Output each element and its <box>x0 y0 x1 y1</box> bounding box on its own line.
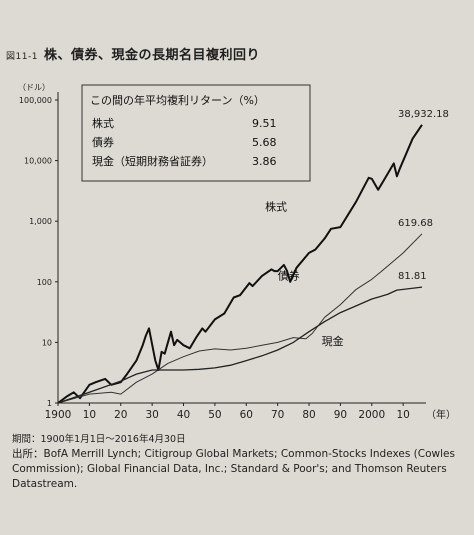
x-tick-label: 10 <box>396 409 409 421</box>
period-note: 期間：1900年1月1日～2016年4月30日 <box>12 434 186 445</box>
series-name-label: 株式 <box>265 200 287 214</box>
axes: 1 10 100 1,000 10,000 100,000 1900 10 20 30 40 50 60… <box>19 92 456 421</box>
x-tick-label: 80 <box>302 409 315 421</box>
legend-box: この間の年平均複利リターン（%） 株式 9.51 債券 5.68 現金（短期財務省証券） 3… <box>81 84 311 182</box>
x-axis-unit: （年） <box>426 408 456 421</box>
y-tick-label: 100 <box>37 278 52 287</box>
legend-row-label: 債券 <box>92 135 114 149</box>
series-line-1 <box>57 124 423 404</box>
figure-number: 図11-1 <box>6 52 38 62</box>
x-tick-label: 90 <box>334 409 347 421</box>
x-tick-label: 2000 <box>358 409 385 421</box>
x-tick-label: 30 <box>145 409 158 421</box>
series-end-label: 81.81 <box>398 271 427 282</box>
legend-title: この間の年平均複利リターン（%） <box>90 93 265 107</box>
legend-row-label: 現金（短期財務省証券） <box>92 154 213 168</box>
x-tick-label: 1900 <box>45 409 72 421</box>
y-tick-label: 10 <box>42 338 52 347</box>
line-chart: 1 10 100 1,000 10,000 100,000 1900 10 20 30 40 50 60… <box>19 84 456 421</box>
series-end-label: 38,932.18 <box>398 109 449 120</box>
legend-row-value: 9.51 <box>252 117 277 130</box>
notes: 期間：1900年1月1日～2016年4月30日 出所：BofA Merrill … <box>12 432 468 492</box>
series-line-3 <box>57 286 423 404</box>
x-tick-label: 40 <box>177 409 190 421</box>
y-tick-label: 1,000 <box>29 217 52 226</box>
series-end-label: 619.68 <box>398 218 433 229</box>
legend-frame <box>81 84 311 182</box>
source-note: 出所：BofA Merrill Lynch; Citigroup Global … <box>12 448 455 490</box>
y-axis-unit: （ドル） <box>18 83 50 92</box>
series-lines <box>57 124 423 404</box>
x-tick-label: 60 <box>240 409 253 421</box>
series-name-label: 債券 <box>278 268 300 282</box>
x-tick-label: 10 <box>83 409 96 421</box>
y-tick-label: 100,000 <box>19 96 52 105</box>
x-tick-label: 50 <box>208 409 221 421</box>
y-tick-label: 1 <box>47 399 52 408</box>
figure-title: 図11-1 株、債券、現金の長期名目複利回り <box>6 44 260 63</box>
legend-row-label: 株式 <box>92 116 114 130</box>
series-name-label: 現金 <box>322 334 344 348</box>
x-tick-label: 70 <box>271 409 284 421</box>
legend-row-value: 5.68 <box>252 136 277 149</box>
x-tick-label: 20 <box>114 409 127 421</box>
legend-row-value: 3.86 <box>252 155 277 168</box>
series-line-2 <box>57 233 423 404</box>
figure-title-text: 株、債券、現金の長期名目複利回り <box>43 48 260 63</box>
y-tick-label: 10,000 <box>24 157 52 166</box>
